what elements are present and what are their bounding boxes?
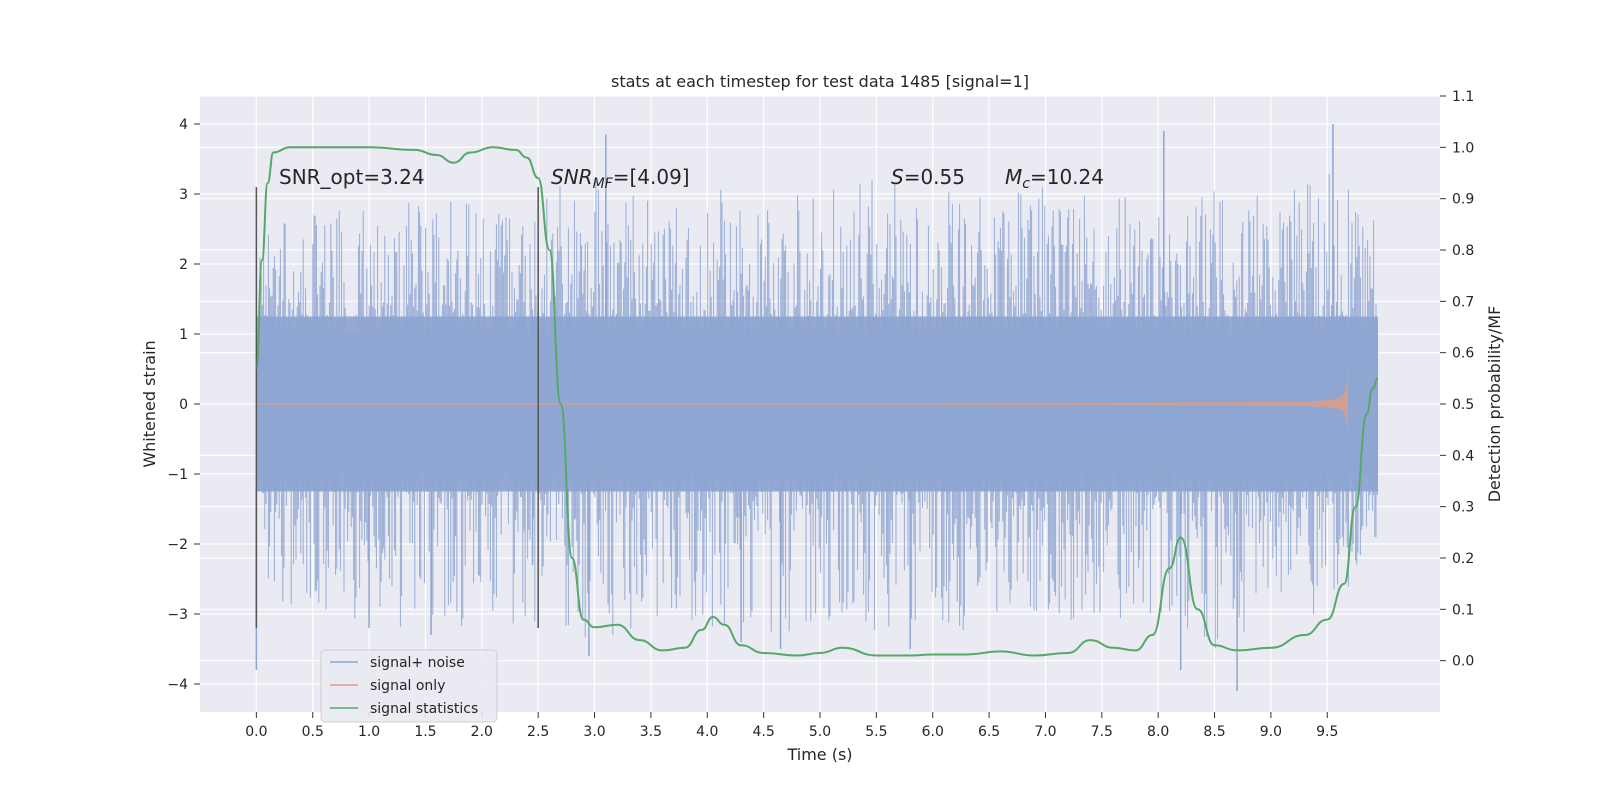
x-tick-label: 3.5 bbox=[640, 724, 662, 740]
y-tick-label: −1 bbox=[167, 467, 188, 483]
x-tick-label: 1.0 bbox=[358, 724, 380, 740]
annotation-snr-mf: SNRMF=[4.09] bbox=[551, 165, 690, 192]
statistics-line bbox=[255, 146, 1379, 657]
x-tick-label: 0.5 bbox=[302, 724, 324, 740]
chart-title: stats at each timestep for test data 148… bbox=[611, 72, 1029, 91]
y-tick-label: −4 bbox=[167, 677, 188, 693]
y2-axis-title: Detection probability/MF bbox=[1485, 306, 1504, 503]
x-tick-label: 9.0 bbox=[1260, 724, 1282, 740]
x-tick-label: 1.5 bbox=[414, 724, 436, 740]
y2-tick-label: 0.1 bbox=[1452, 602, 1474, 618]
y-tick-label: 1 bbox=[179, 327, 188, 343]
x-tick-label: 7.5 bbox=[1091, 724, 1113, 740]
x-tick-label: 5.5 bbox=[865, 724, 887, 740]
y2-tick-label: 1.1 bbox=[1452, 89, 1474, 105]
y2-tick-label: 0.0 bbox=[1452, 654, 1474, 670]
y-tick-label: 4 bbox=[179, 117, 188, 133]
y-tick-label: 0 bbox=[179, 397, 188, 413]
x-tick-label: 9.5 bbox=[1316, 724, 1338, 740]
legend-box bbox=[320, 649, 498, 723]
y-tick-label: −2 bbox=[167, 537, 188, 553]
y2-tick-label: 0.9 bbox=[1452, 192, 1474, 208]
x-tick-label: 2.5 bbox=[527, 724, 549, 740]
y2-tick-label: 1.0 bbox=[1452, 140, 1474, 156]
y2-tick-label: 0.7 bbox=[1452, 294, 1474, 310]
x-tick-label: 8.5 bbox=[1203, 724, 1225, 740]
marker-lines bbox=[255, 187, 539, 628]
y2-tick-label: 0.5 bbox=[1452, 397, 1474, 413]
axes-ticks: 0.0 0.5 1.0 1.5 2.0 2.5 3.0 3.5 4.0 4.5 5.0 5.5 6.0 6… bbox=[167, 89, 1474, 740]
legend-label-signal-statistics: signal statistics bbox=[370, 701, 478, 717]
y-tick-label: −3 bbox=[167, 607, 188, 623]
y2-tick-label: 0.2 bbox=[1452, 551, 1474, 567]
annotation-s: S=0.55 bbox=[891, 165, 965, 189]
x-tick-label: 2.0 bbox=[471, 724, 493, 740]
legend: signal+ noise signal only signal statist… bbox=[320, 649, 498, 723]
legend-label-signal-only: signal only bbox=[370, 678, 445, 694]
legend-label-signal-noise: signal+ noise bbox=[370, 655, 465, 671]
signal-only-series bbox=[256, 362, 1348, 436]
y-axis-title: Whitened strain bbox=[140, 340, 159, 467]
y2-tick-label: 0.6 bbox=[1452, 346, 1474, 362]
x-axis-title: Time (s) bbox=[786, 745, 852, 764]
y-tick-label: 3 bbox=[179, 187, 188, 203]
x-tick-label: 6.0 bbox=[922, 724, 944, 740]
x-tick-label: 8.0 bbox=[1147, 724, 1169, 740]
x-tick-label: 6.5 bbox=[978, 724, 1000, 740]
chirp-trace bbox=[256, 362, 1348, 436]
x-tick-label: 3.0 bbox=[583, 724, 605, 740]
x-tick-label: 0.0 bbox=[245, 724, 267, 740]
annotation-snr-opt: SNR_opt=3.24 bbox=[279, 165, 425, 189]
annotation-mc: Mc=10.24 bbox=[1005, 165, 1104, 192]
x-tick-label: 5.0 bbox=[809, 724, 831, 740]
y-tick-label: 2 bbox=[179, 257, 188, 273]
x-tick-label: 4.0 bbox=[696, 724, 718, 740]
x-tick-label: 7.0 bbox=[1034, 724, 1056, 740]
y2-tick-label: 0.8 bbox=[1452, 243, 1474, 259]
signal-statistics-series bbox=[255, 146, 1379, 657]
y2-tick-label: 0.4 bbox=[1452, 448, 1474, 464]
x-tick-label: 4.5 bbox=[753, 724, 775, 740]
y2-tick-label: 0.3 bbox=[1452, 500, 1474, 516]
